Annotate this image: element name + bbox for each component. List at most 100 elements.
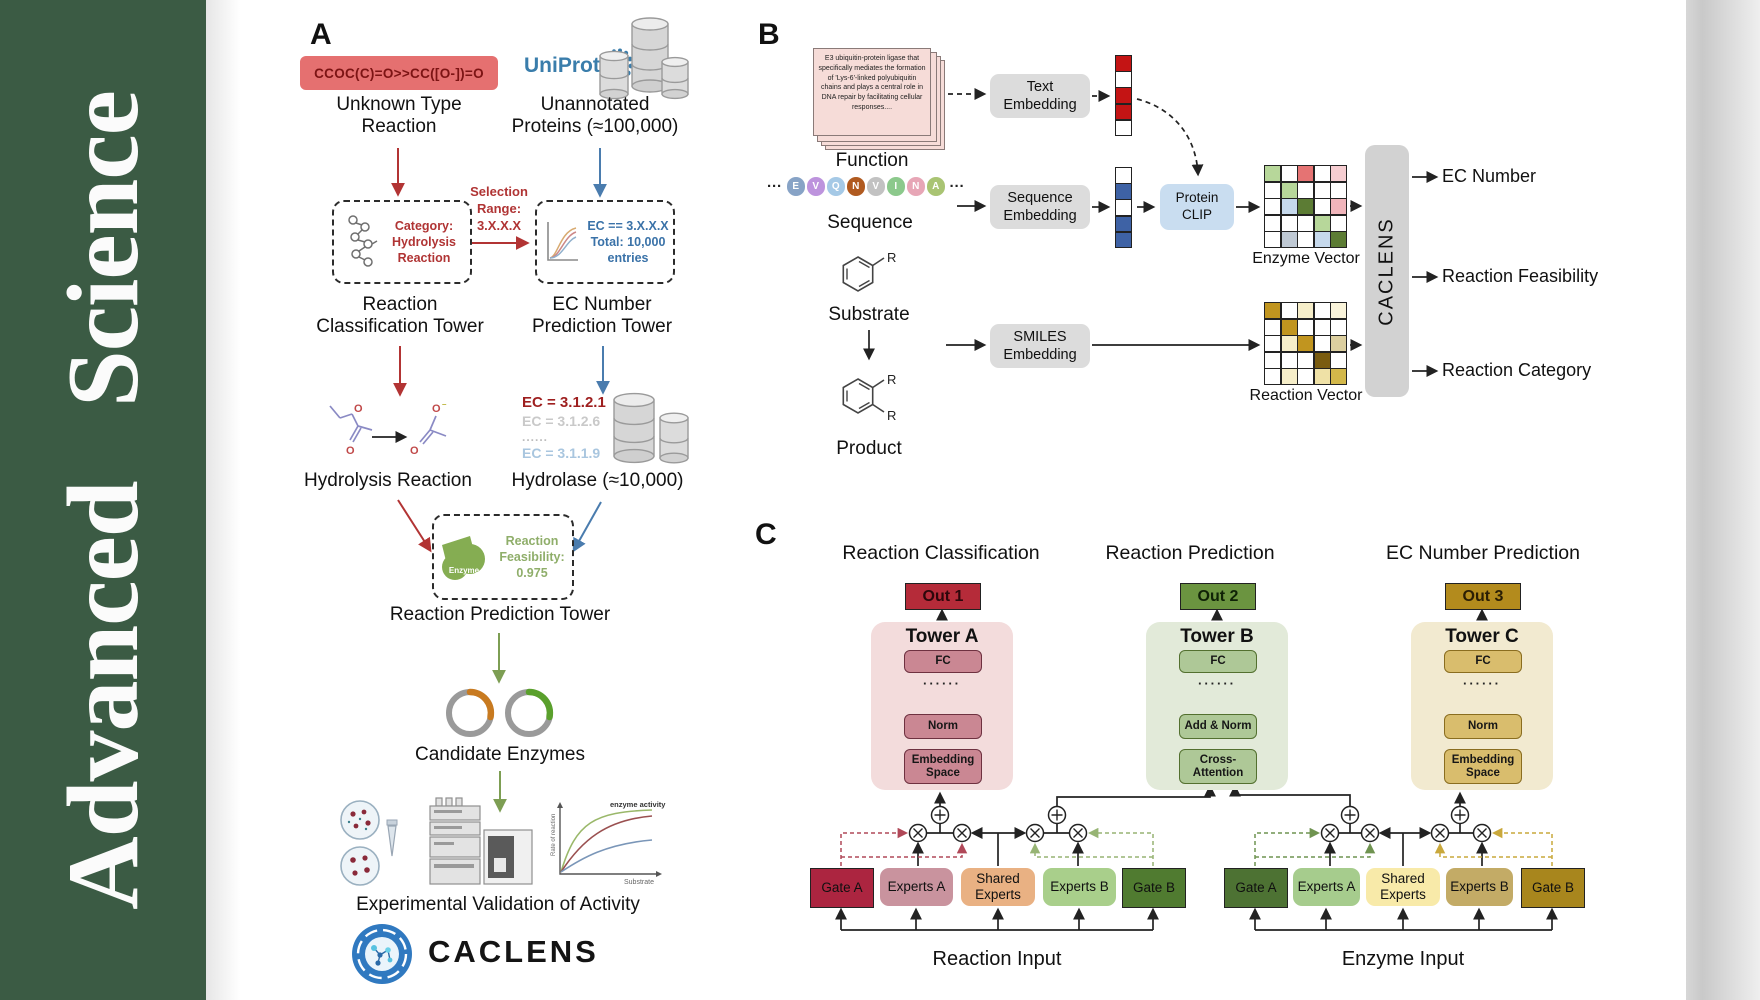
reaction-vector-label: Reaction Vector bbox=[1249, 387, 1363, 404]
ec-item: EC = 3.1.1.9 bbox=[522, 445, 601, 462]
out-1-box: Out 1 bbox=[905, 583, 981, 610]
svg-text:O: O bbox=[432, 403, 441, 415]
panel-a-label: A bbox=[310, 18, 332, 51]
svg-text:R: R bbox=[887, 250, 896, 265]
panel-b-label: B bbox=[758, 18, 780, 51]
svg-text:O: O bbox=[354, 403, 363, 415]
smiles-reaction-chip: CCOC(C)=O>>CC([O-])=O bbox=[300, 56, 498, 90]
database-stack-icon bbox=[613, 392, 689, 464]
out-3-box: Out 3 bbox=[1445, 583, 1521, 610]
moe1-gate-b: Gate B bbox=[1122, 868, 1186, 908]
database-stack-icon bbox=[599, 17, 689, 100]
candidate-enzymes-label: Candidate Enzymes bbox=[414, 744, 586, 765]
ec-selection-box: EC == 3.X.X.X Total: 10,000 entries bbox=[535, 200, 675, 284]
tower-a-norm: Norm bbox=[904, 714, 982, 739]
ec-candidate-list: EC = 3.1.2.1 EC = 3.1.2.6 ...... EC = 3.… bbox=[522, 394, 606, 463]
tower-a-fc: FC bbox=[904, 650, 982, 673]
svg-text:R: R bbox=[887, 372, 896, 387]
category-label: Category: Hydrolysis Reaction bbox=[392, 218, 456, 266]
moe1-gate-a: Gate A bbox=[810, 868, 874, 908]
moe2-gate-b: Gate B bbox=[1521, 868, 1585, 908]
ec-filter-label: EC == 3.X.X.X Total: 10,000 entries bbox=[587, 218, 669, 266]
substrate-structure-icon: R bbox=[842, 250, 896, 292]
hydrolysis-reaction-label: Hydrolysis Reaction bbox=[304, 470, 472, 491]
product-label: Product bbox=[836, 438, 902, 459]
tower-b-fc: FC bbox=[1179, 650, 1257, 673]
multiply-node-icon bbox=[908, 823, 1492, 843]
moe1-experts-a: Experts A bbox=[880, 868, 953, 906]
classification-result-box: Category: Hydrolysis Reaction bbox=[332, 200, 472, 284]
tower-c: Tower C FC ······ Norm Embedding Space bbox=[1411, 622, 1553, 790]
tower-b-cross-attention: Cross- Attention bbox=[1179, 749, 1257, 784]
curves-icon bbox=[547, 222, 578, 261]
function-label: Function bbox=[835, 150, 909, 171]
unannotated-proteins-label: Unannotated Proteins (≈100,000) bbox=[511, 94, 679, 138]
sequence-embedding-vector bbox=[1115, 167, 1132, 249]
text-embedding-box: Text Embedding bbox=[990, 74, 1090, 118]
journal-sidebar: Advanced Science bbox=[0, 0, 206, 1000]
hydrolase-label: Hydrolase (≈10,000) bbox=[511, 470, 684, 491]
unknown-reaction-label: Unknown Type Reaction bbox=[336, 94, 462, 138]
ec-item: EC = 3.1.2.6 bbox=[522, 412, 601, 429]
moe2-experts-a: Experts A bbox=[1293, 868, 1360, 906]
ellipsis: ··· bbox=[767, 177, 782, 195]
classification-tower-label: Reaction Classification Tower bbox=[316, 294, 484, 338]
substrate-label: Substrate bbox=[828, 304, 910, 325]
ec-item: EC = 3.1.2.1 bbox=[522, 394, 606, 411]
svg-text:O: O bbox=[346, 445, 355, 457]
tower-c-fc: FC bbox=[1444, 650, 1522, 673]
caclens-logo-icon bbox=[352, 924, 412, 984]
hplc-instrument-icon bbox=[429, 797, 533, 885]
svg-text:O: O bbox=[410, 445, 419, 457]
tower-b-dots: ······ bbox=[1198, 676, 1236, 691]
protein-clip-box: Protein CLIP bbox=[1160, 184, 1234, 230]
moe1-experts-b: Experts B bbox=[1043, 868, 1116, 906]
enzyme-icon: Enzyme bbox=[442, 536, 485, 580]
moe2-experts-b: Experts B bbox=[1446, 868, 1513, 906]
hydrolysis-structures-icon: O O O – O bbox=[329, 400, 447, 457]
output-reaction-feasibility: Reaction Feasibility bbox=[1442, 266, 1599, 286]
smiles-embedding-box: SMILES Embedding bbox=[990, 324, 1090, 368]
reaction-input-label: Reaction Input bbox=[932, 948, 1062, 970]
output-reaction-category: Reaction Category bbox=[1442, 360, 1592, 380]
prediction-tower-label: Reaction Prediction Tower bbox=[389, 604, 611, 625]
function-card-stack: E3 ubiquitin-protein ligase that specifi… bbox=[813, 48, 945, 152]
feasibility-label: Reaction Feasibility: 0.975 bbox=[499, 533, 565, 581]
spine-shadow bbox=[206, 0, 240, 1000]
ellipsis: ··· bbox=[949, 177, 965, 195]
moe2-gate-a: Gate A bbox=[1224, 868, 1288, 908]
sum-node-icon bbox=[930, 805, 1470, 825]
svg-text:R: R bbox=[887, 408, 896, 423]
page-curl-shadow bbox=[1686, 0, 1760, 1000]
moe1-shared-experts: Shared Experts bbox=[961, 868, 1035, 906]
panel-c-label: C bbox=[755, 518, 777, 551]
svg-text:Enzyme: Enzyme bbox=[449, 566, 480, 575]
molecule-icon bbox=[348, 215, 378, 267]
tower-c-norm: Norm bbox=[1444, 714, 1522, 739]
tower-a-embedding-space: Embedding Space bbox=[904, 749, 982, 784]
sequence-label: Sequence bbox=[827, 212, 913, 233]
tower-c-dots: ······ bbox=[1463, 676, 1501, 691]
petri-dish-icon bbox=[340, 800, 398, 886]
title-ec-number-prediction: EC Number Prediction bbox=[1386, 542, 1580, 564]
enzyme-input-label: Enzyme Input bbox=[1341, 948, 1465, 970]
journal-brand: Advanced Science bbox=[46, 90, 160, 910]
output-ec-number: EC Number bbox=[1442, 166, 1537, 186]
tower-c-embedding-space: Embedding Space bbox=[1444, 749, 1522, 784]
sequence-embedding-box: Sequence Embedding bbox=[990, 185, 1090, 229]
title-reaction-prediction: Reaction Prediction bbox=[1105, 542, 1275, 564]
title-reaction-classification: Reaction Classification bbox=[842, 542, 1040, 564]
tower-a: Tower A FC ······ Norm Embedding Space bbox=[871, 622, 1013, 790]
feasibility-box: Enzyme Reaction Feasibility: 0.975 bbox=[432, 514, 574, 600]
caclens-block: CACLENS bbox=[1365, 145, 1409, 397]
plasmid-rings-icon bbox=[446, 688, 554, 737]
validation-label: Experimental Validation of Activity bbox=[356, 894, 640, 915]
tower-b-add-norm: Add & Norm bbox=[1179, 714, 1257, 739]
text-embedding-vector bbox=[1115, 55, 1132, 137]
enzyme-vector-label: Enzyme Vector bbox=[1252, 250, 1360, 267]
ec-tower-label: EC Number Prediction Tower bbox=[531, 294, 673, 338]
svg-text:enzyme activity: enzyme activity bbox=[610, 800, 666, 809]
